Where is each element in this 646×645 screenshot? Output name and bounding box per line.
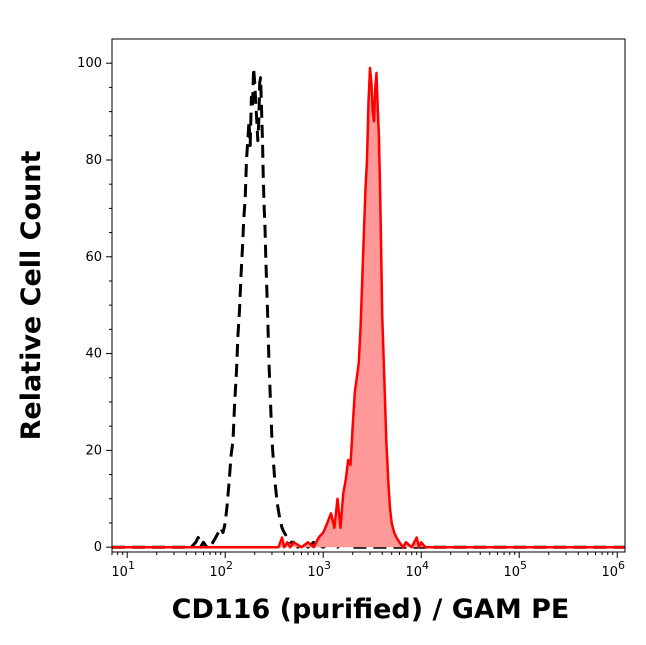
y-tick-label: 20 — [85, 443, 102, 458]
x-tick-label: 102 — [209, 559, 233, 580]
x-tick-label: 101 — [111, 559, 135, 580]
y-tick-label: 100 — [77, 56, 102, 71]
x-tick-label-base: 10 — [503, 565, 520, 580]
x-tick-label-exponent: 1 — [128, 559, 135, 572]
x-tick-label-base: 10 — [601, 565, 618, 580]
x-tick-label-exponent: 6 — [618, 559, 625, 572]
series-layer — [112, 66, 625, 549]
series-2-line — [112, 66, 625, 549]
y-tick-label: 80 — [85, 153, 102, 168]
x-tick-label-base: 10 — [307, 565, 324, 580]
x-tick-label-base: 10 — [405, 565, 422, 580]
x-tick-label-exponent: 4 — [422, 559, 429, 572]
y-axis-title: Relative Cell Count — [16, 151, 47, 441]
y-tick-label: 40 — [85, 347, 102, 362]
x-axis-title: CD116 (purified) / GAM PE — [172, 594, 570, 625]
x-tick-label-exponent: 5 — [520, 559, 527, 572]
plot-frame — [111, 38, 626, 553]
x-tick-label-base: 10 — [209, 565, 226, 580]
x-tick-label-exponent: 3 — [324, 559, 331, 572]
y-tick-label: 0 — [94, 540, 102, 555]
x-tick-label: 106 — [601, 559, 625, 580]
series-2-area — [112, 68, 625, 548]
x-tick-label: 103 — [307, 559, 331, 580]
x-tick-label-exponent: 2 — [226, 559, 233, 572]
x-tick-label: 104 — [405, 559, 429, 580]
y-tick-label: 60 — [85, 250, 102, 265]
x-tick-label-base: 10 — [111, 565, 128, 580]
x-tick-label: 105 — [503, 559, 527, 580]
